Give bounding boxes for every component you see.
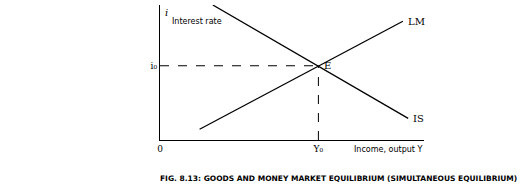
svg-text:E: E (324, 60, 331, 71)
svg-text:0: 0 (157, 144, 163, 154)
svg-text:i₀: i₀ (151, 61, 158, 71)
svg-text:IS: IS (413, 113, 424, 124)
svg-text:Y₀: Y₀ (313, 144, 324, 154)
svg-text:Interest rate: Interest rate (172, 17, 222, 26)
svg-text:Income, output Y: Income, output Y (354, 145, 422, 154)
svg-text:i: i (165, 7, 168, 18)
svg-text:FIG. 8.13: GOODS AND MONEY MAR: FIG. 8.13: GOODS AND MONEY MARKET EQUILI… (160, 174, 517, 183)
svg-text:LM: LM (408, 16, 425, 27)
